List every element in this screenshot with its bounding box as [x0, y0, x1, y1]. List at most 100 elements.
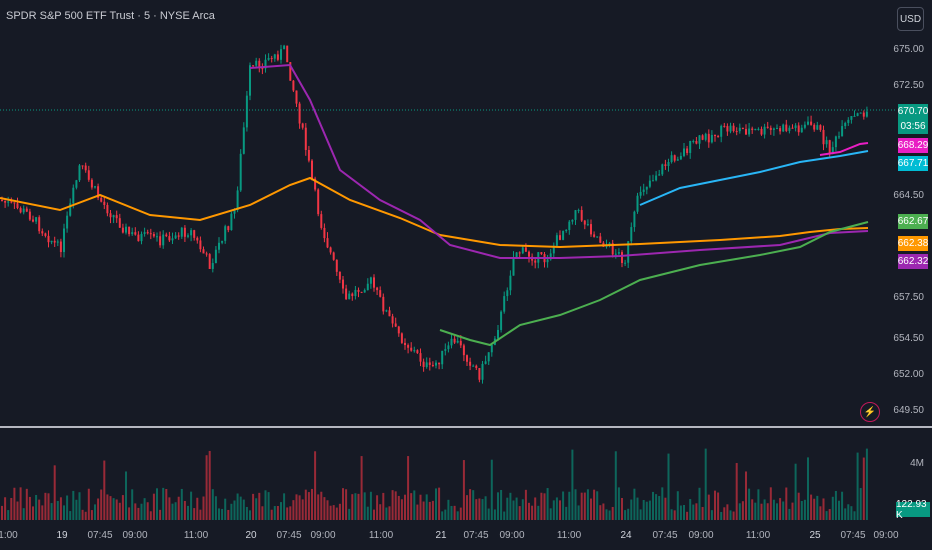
volume-bar — [419, 494, 422, 520]
volume-bar — [831, 496, 834, 520]
volume-bar — [469, 489, 472, 520]
candle-body — [236, 190, 239, 211]
volume-bar — [698, 487, 701, 520]
volume-bar — [205, 455, 208, 520]
candle-body — [729, 125, 732, 132]
volume-bar — [642, 500, 645, 520]
volume-bar — [701, 506, 704, 520]
green-moving-average — [439, 221, 869, 347]
volume-bar — [828, 509, 831, 520]
price-tick: 672.50 — [893, 80, 924, 91]
volume-bar — [4, 497, 7, 520]
candle-body — [797, 125, 800, 133]
candle-body — [624, 262, 627, 264]
volume-bar — [394, 491, 397, 520]
candle-body — [208, 254, 211, 269]
volume-bar — [431, 500, 434, 520]
time-label: 11:00 — [368, 530, 394, 541]
candle-body — [394, 323, 397, 327]
candle-body — [140, 233, 143, 242]
candle-body — [689, 140, 692, 153]
candle-body — [648, 180, 651, 187]
time-label: 07:45 — [840, 530, 866, 541]
volume-bar — [345, 489, 348, 520]
candle-body — [90, 179, 93, 188]
volume-bar — [605, 509, 608, 520]
candle-body — [791, 127, 794, 129]
candle-body — [627, 241, 630, 263]
candle-body — [252, 65, 255, 67]
volume-bar — [652, 491, 654, 520]
volume-bar — [242, 499, 245, 520]
volume-bar — [249, 510, 251, 520]
volume-bar — [196, 497, 199, 520]
candle-body — [10, 201, 13, 203]
volume-bar — [627, 508, 630, 520]
lightning-alert-icon[interactable]: ⚡ — [860, 402, 880, 422]
candle-body — [617, 252, 620, 254]
volume-bar — [295, 494, 298, 520]
candle-body — [431, 364, 434, 366]
candle-body — [636, 195, 639, 212]
volume-bar — [301, 499, 304, 520]
volume-bar — [490, 459, 493, 520]
volume-bar — [16, 501, 19, 520]
volume-bar — [518, 506, 521, 520]
volume-bar — [822, 498, 825, 520]
orange-ma-badge: 662.38 — [897, 236, 929, 251]
candle-body — [41, 231, 44, 234]
volume-bar — [84, 511, 87, 520]
volume-bar — [47, 493, 50, 520]
volume-bar — [236, 493, 239, 520]
candle-body — [391, 316, 394, 324]
volume-bar — [75, 499, 78, 520]
candle-body — [273, 54, 276, 59]
candle-body — [621, 252, 623, 263]
candle-body — [484, 361, 487, 364]
volume-bar — [112, 498, 115, 520]
candle-body — [162, 234, 165, 246]
volume-bar — [41, 505, 44, 520]
candle-body — [723, 125, 726, 127]
volume-bar — [59, 497, 62, 520]
candle-body — [571, 219, 574, 222]
candle-body — [785, 124, 788, 131]
volume-bar — [679, 505, 682, 520]
candle-body — [180, 227, 183, 237]
candle-body — [720, 125, 723, 137]
time-label: 07:45 — [652, 530, 678, 541]
volume-bar — [803, 499, 806, 520]
candle-body — [84, 165, 87, 171]
candle-body — [317, 189, 320, 215]
volume-bar — [338, 503, 341, 520]
volume-bar — [90, 510, 93, 520]
volume-bar — [608, 510, 611, 520]
time-label: 24 — [620, 530, 632, 541]
candle-body — [410, 347, 413, 351]
candle-body — [772, 128, 775, 130]
volume-bar — [286, 507, 289, 520]
candle-body — [205, 253, 208, 255]
candle-body — [369, 277, 372, 284]
volume-bar — [862, 457, 865, 520]
price-tick: 649.50 — [893, 405, 924, 416]
volume-bar — [723, 507, 726, 520]
currency-button[interactable]: USD — [897, 7, 924, 31]
candle-body — [165, 234, 168, 237]
volume-bar — [66, 495, 69, 520]
volume-bar — [791, 502, 794, 520]
volume-bar — [763, 499, 766, 520]
candle-body — [633, 211, 636, 228]
volume-bar — [32, 506, 34, 520]
magenta-moving-average — [819, 142, 869, 156]
price-tick: 675.00 — [893, 44, 924, 55]
candle-body — [109, 213, 112, 218]
volume-bar — [670, 509, 673, 520]
volume-bar — [834, 490, 837, 520]
candle-body — [63, 228, 65, 253]
pane-separator[interactable] — [0, 426, 932, 428]
candle-body — [710, 135, 713, 143]
candle-body — [320, 214, 323, 228]
volume-bar — [218, 508, 220, 520]
